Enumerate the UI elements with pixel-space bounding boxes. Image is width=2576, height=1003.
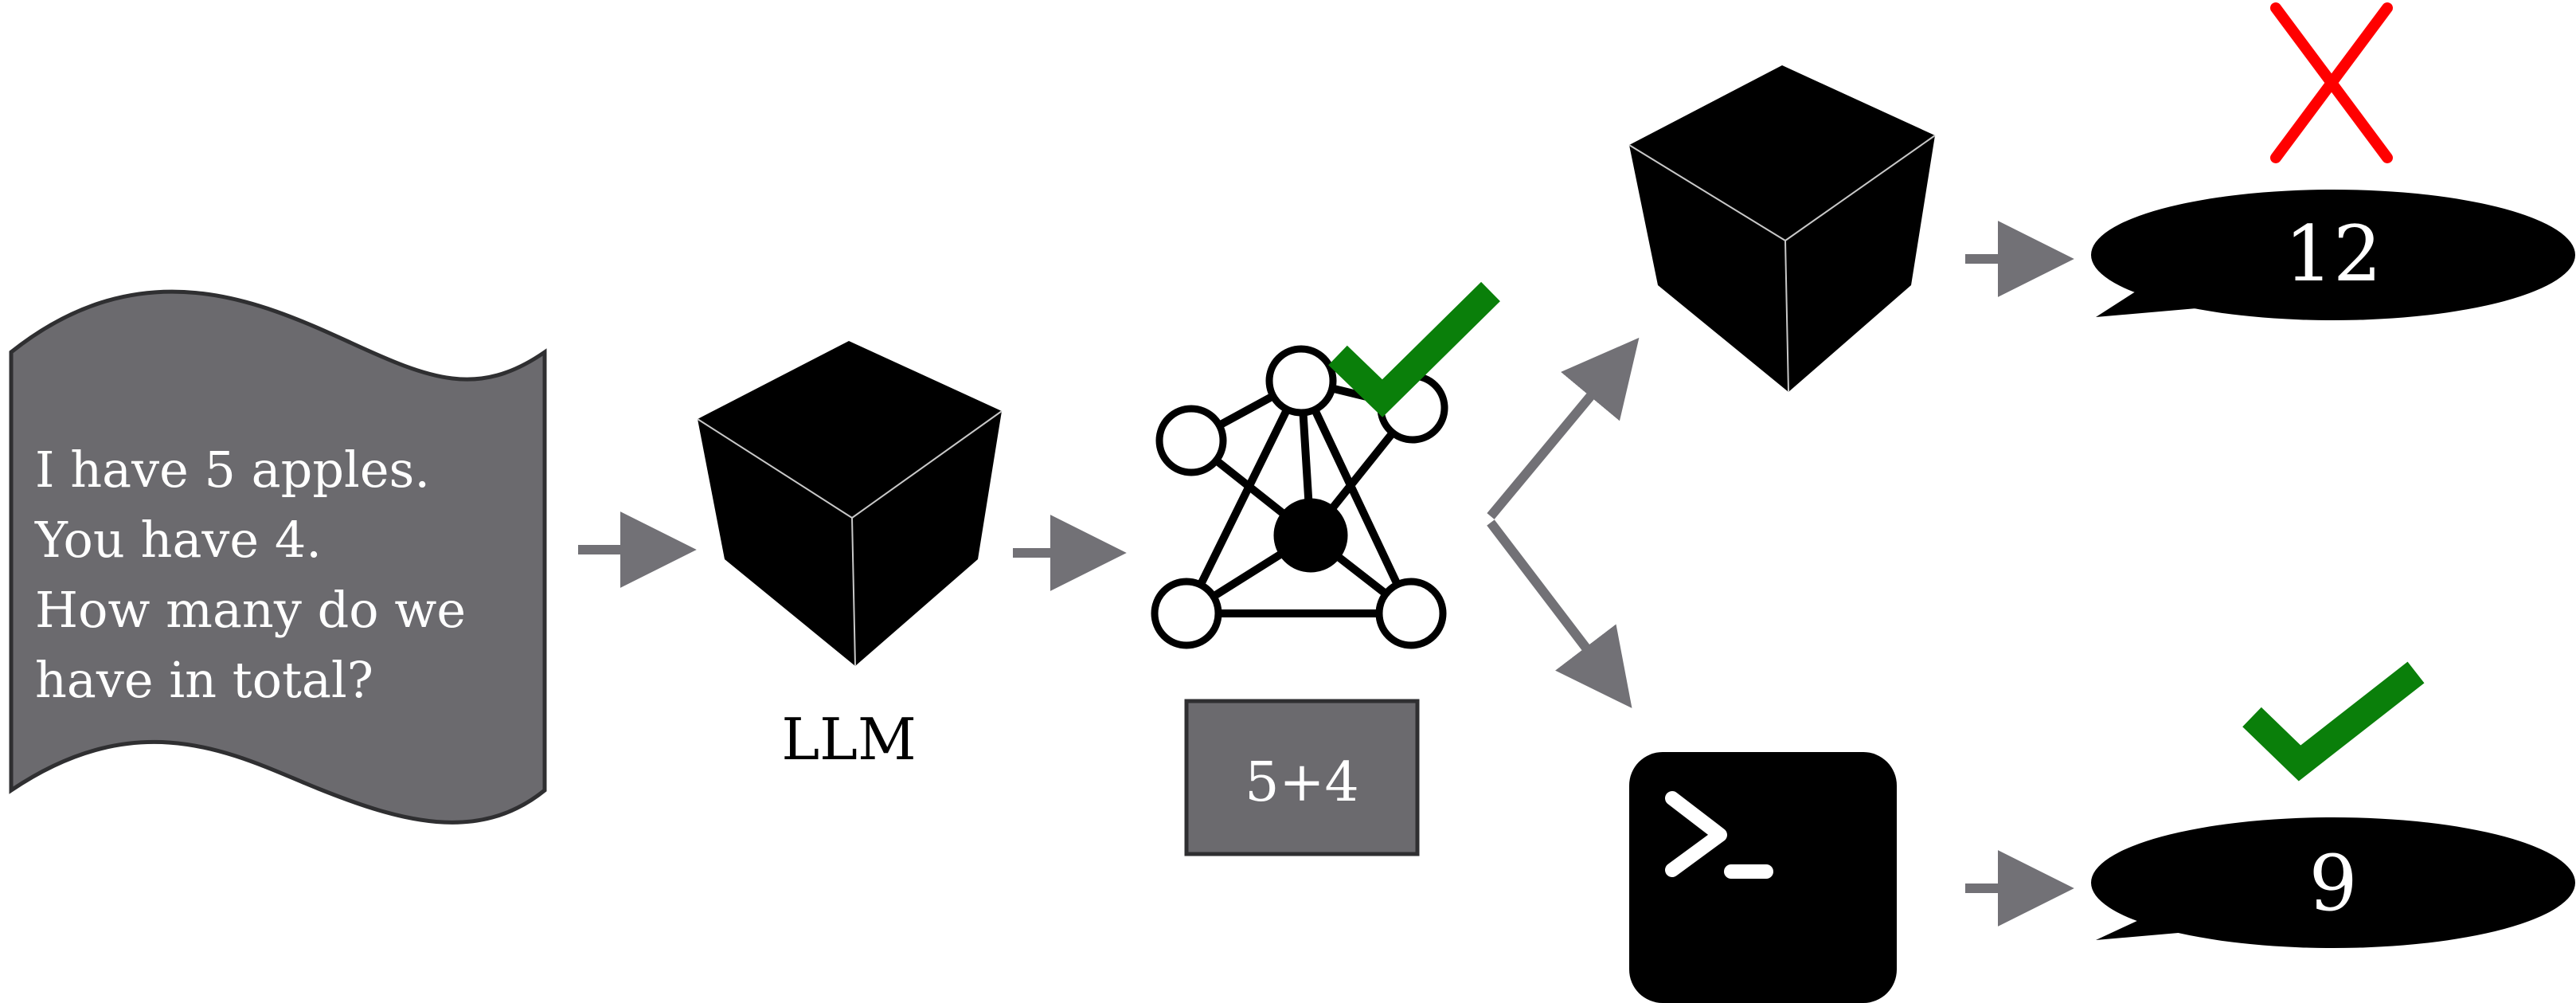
arrow-branch-down <box>1487 519 1632 708</box>
terminal-icon <box>1629 752 1897 1003</box>
input-line-4: have in total? <box>35 651 373 709</box>
wrong-answer-bubble: 12 <box>2091 190 2575 320</box>
correct-answer-text: 9 <box>2308 839 2357 928</box>
expression-text: 5+4 <box>1245 751 1359 814</box>
wrong-answer-text: 12 <box>2285 210 2382 299</box>
input-prompt-document: I have 5 apples. You have 4. How many do… <box>9 289 547 825</box>
input-line-2: You have 4. <box>34 511 322 569</box>
red-cross-icon <box>2270 2 2393 163</box>
llm-cube-icon-upper <box>1628 65 1936 393</box>
llm-label: LLM <box>781 706 916 773</box>
expression-box <box>1184 699 1420 856</box>
green-check-icon <box>1328 281 1500 417</box>
arrow-branch-up <box>1487 337 1640 519</box>
input-document-shape <box>9 289 547 825</box>
green-check-icon-answer <box>2242 661 2425 782</box>
input-line-1: I have 5 apples. <box>35 441 430 499</box>
input-line-3: How many do we <box>35 581 466 639</box>
correct-answer-bubble: 9 <box>2091 817 2575 948</box>
tool-call-expression: 5+4 <box>1184 699 1420 856</box>
llm-cube-icon <box>697 341 1003 667</box>
